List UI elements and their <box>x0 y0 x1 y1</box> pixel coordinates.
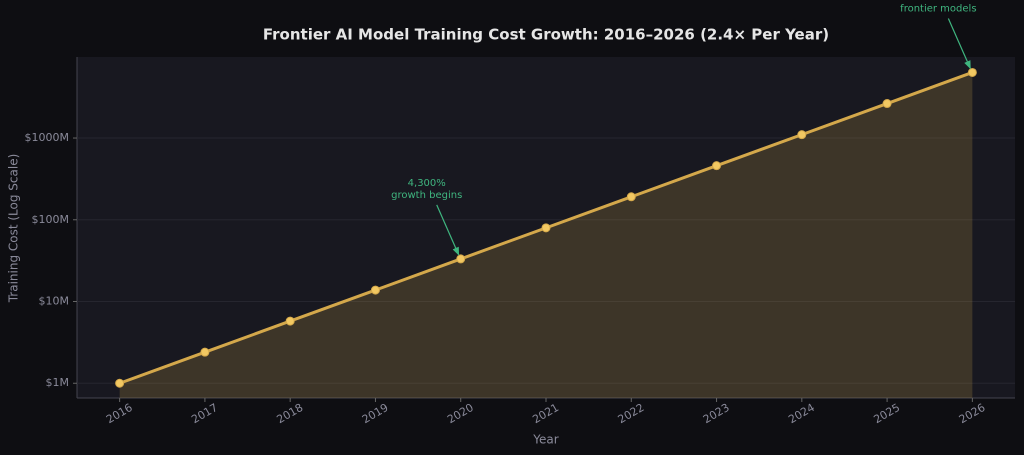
point <box>967 67 977 77</box>
annotation-text: 4,300% <box>408 178 446 189</box>
y-tick-label: $1M <box>46 376 70 389</box>
annotation-text: growth begins <box>391 190 462 201</box>
chart-title: Frontier AI Model Training Cost Growth: … <box>263 26 829 44</box>
point <box>626 192 636 202</box>
point <box>200 347 210 357</box>
point <box>541 223 551 233</box>
area <box>119 72 973 398</box>
annotation-text: 350M–800M <box>908 0 968 2</box>
point <box>285 316 295 326</box>
point <box>882 99 892 109</box>
y-tick-label: $100M <box>32 213 70 226</box>
point <box>797 130 807 140</box>
annotation-arrow <box>436 204 460 256</box>
x-axis-label: Year <box>532 433 558 447</box>
y-tick-label: $1000M <box>25 131 69 144</box>
point <box>712 161 722 171</box>
y-axis-label: Training Cost (Log Scale) <box>7 154 21 304</box>
point <box>456 254 466 264</box>
point <box>370 285 380 295</box>
point <box>115 378 125 388</box>
annotation-text: frontier models <box>900 3 976 14</box>
annotation-arrow <box>947 18 971 70</box>
y-tick-label: $10M <box>39 295 70 308</box>
